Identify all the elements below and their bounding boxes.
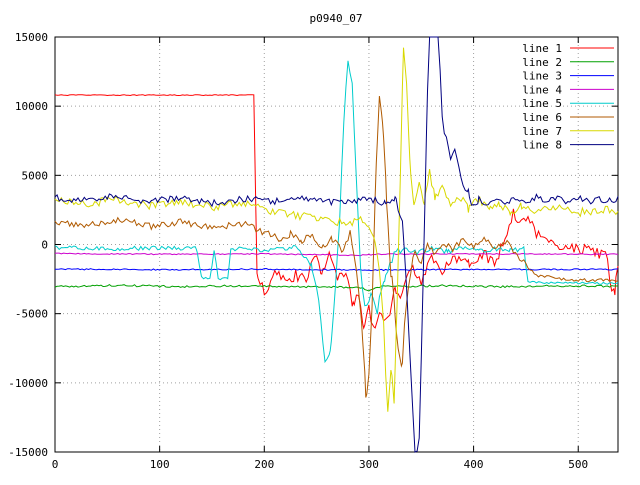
legend-label: line 6 [522, 111, 562, 124]
y-tick-label: 10000 [15, 100, 48, 113]
legend-item: line 5 [522, 97, 614, 110]
legend-label: line 1 [522, 42, 562, 55]
legend-label: line 4 [522, 83, 562, 96]
legend-item: line 1 [522, 42, 614, 55]
legend-item: line 3 [522, 70, 614, 83]
legend-label: line 8 [522, 139, 562, 152]
y-tick-label: -5000 [15, 308, 48, 321]
legend-label: line 3 [522, 70, 562, 83]
series-line-2 [54, 283, 618, 292]
y-tick-label: -15000 [8, 446, 48, 459]
x-tick-label: 400 [464, 458, 484, 471]
legend-label: line 7 [522, 125, 562, 138]
series-line-1 [54, 94, 619, 330]
legend-label: line 5 [522, 97, 562, 110]
x-tick-label: 200 [254, 458, 274, 471]
axes: 0 100 200 300 400 500 -15000 -10000 -5000 0 5000 10… [8, 31, 619, 471]
legend-item: line 7 [522, 125, 614, 138]
y-tick-label: 15000 [15, 31, 48, 44]
series-line-5 [54, 60, 619, 364]
legend-item: line 4 [522, 83, 614, 96]
legend-label: line 2 [522, 56, 562, 69]
plot-border [54, 36, 619, 453]
y-tick-label: -10000 [8, 377, 48, 390]
legend-item: line 6 [522, 111, 614, 124]
series-line-7 [54, 47, 619, 412]
x-tick-label: 300 [359, 458, 379, 471]
chart-title: p0940_07 [310, 12, 363, 25]
legend-item: line 2 [522, 56, 614, 69]
y-tick-label: 0 [41, 239, 48, 252]
series-line-4 [54, 252, 619, 257]
series-lines [54, 36, 619, 453]
series-line-6 [54, 95, 619, 398]
x-tick-label: 100 [150, 458, 170, 471]
x-tick-label: 500 [568, 458, 588, 471]
y-tick-label: 5000 [22, 169, 49, 182]
series-line-8 [54, 36, 619, 453]
legend-item: line 8 [522, 139, 614, 152]
x-tick-label: 0 [52, 458, 59, 471]
